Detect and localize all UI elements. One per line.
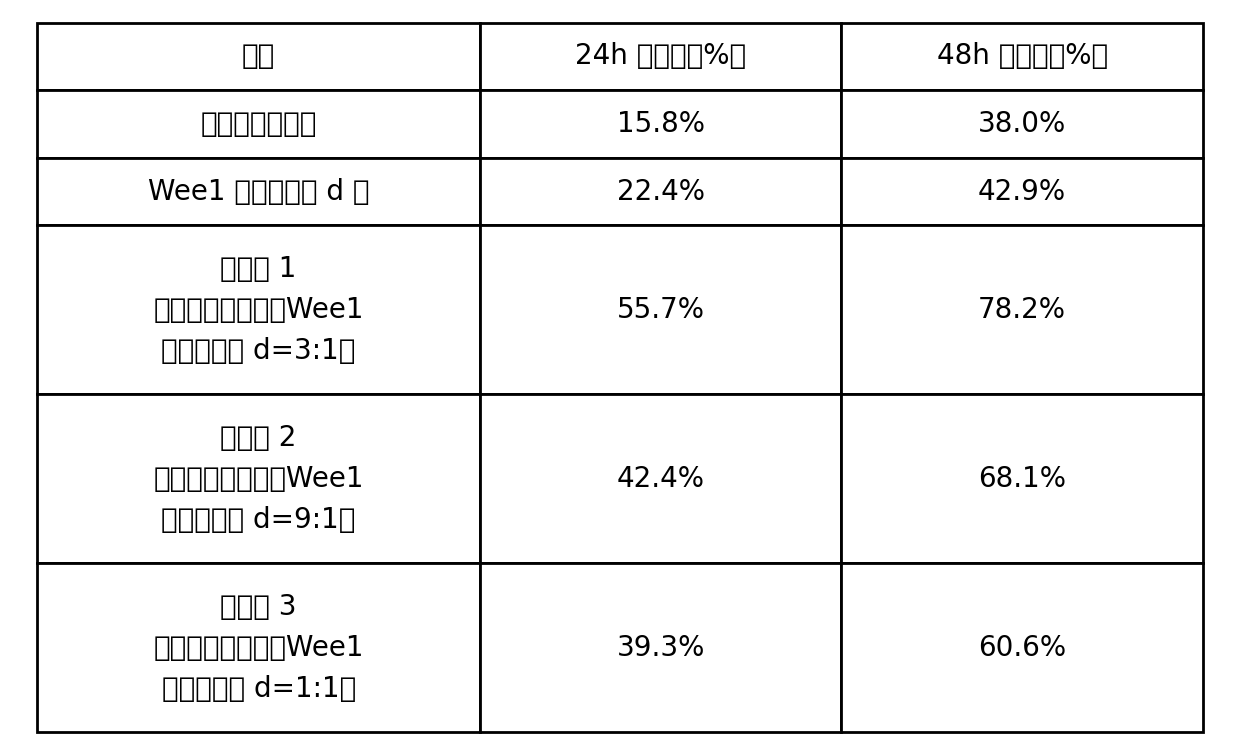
Polygon shape	[842, 394, 1203, 563]
Text: 42.9%: 42.9%	[978, 177, 1066, 205]
Text: 55.7%: 55.7%	[616, 296, 704, 324]
Text: 联合组 3
（高三尖杉酯碱：Wee1
激酶抑制剂 d=1:1）: 联合组 3 （高三尖杉酯碱：Wee1 激酶抑制剂 d=1:1）	[154, 593, 363, 703]
Polygon shape	[842, 23, 1203, 91]
Text: 60.6%: 60.6%	[978, 634, 1066, 662]
Polygon shape	[37, 226, 480, 394]
Text: 联合组 1
（高三尖杉酯碱：Wee1
激酶抑制剂 d=3:1）: 联合组 1 （高三尖杉酯碱：Wee1 激酶抑制剂 d=3:1）	[154, 254, 363, 365]
Text: 38.0%: 38.0%	[978, 110, 1066, 138]
Polygon shape	[37, 563, 480, 732]
Polygon shape	[37, 23, 480, 91]
Text: 组别: 组别	[242, 42, 275, 70]
Polygon shape	[480, 158, 842, 226]
Polygon shape	[37, 158, 480, 226]
Polygon shape	[480, 563, 842, 732]
Polygon shape	[842, 563, 1203, 732]
Polygon shape	[842, 158, 1203, 226]
Text: 24h 凋亡率（%）: 24h 凋亡率（%）	[575, 42, 746, 70]
Text: 42.4%: 42.4%	[616, 465, 704, 493]
Text: 39.3%: 39.3%	[616, 634, 706, 662]
Polygon shape	[480, 394, 842, 563]
Text: 15.8%: 15.8%	[616, 110, 704, 138]
Text: 22.4%: 22.4%	[616, 177, 704, 205]
Text: 68.1%: 68.1%	[978, 465, 1066, 493]
Text: 联合组 2
（高三尖杉酯碱：Wee1
激酶抑制剂 d=9:1）: 联合组 2 （高三尖杉酯碱：Wee1 激酶抑制剂 d=9:1）	[154, 424, 363, 534]
Text: Wee1 激酶抑制剂 d 组: Wee1 激酶抑制剂 d 组	[148, 177, 370, 205]
Polygon shape	[37, 91, 480, 158]
Text: 高三尖杉酯碱组: 高三尖杉酯碱组	[201, 110, 317, 138]
Polygon shape	[842, 91, 1203, 158]
Polygon shape	[842, 226, 1203, 394]
Polygon shape	[480, 91, 842, 158]
Text: 78.2%: 78.2%	[978, 296, 1066, 324]
Polygon shape	[37, 394, 480, 563]
Text: 48h 凋亡率（%）: 48h 凋亡率（%）	[936, 42, 1107, 70]
Polygon shape	[480, 23, 842, 91]
Polygon shape	[480, 226, 842, 394]
